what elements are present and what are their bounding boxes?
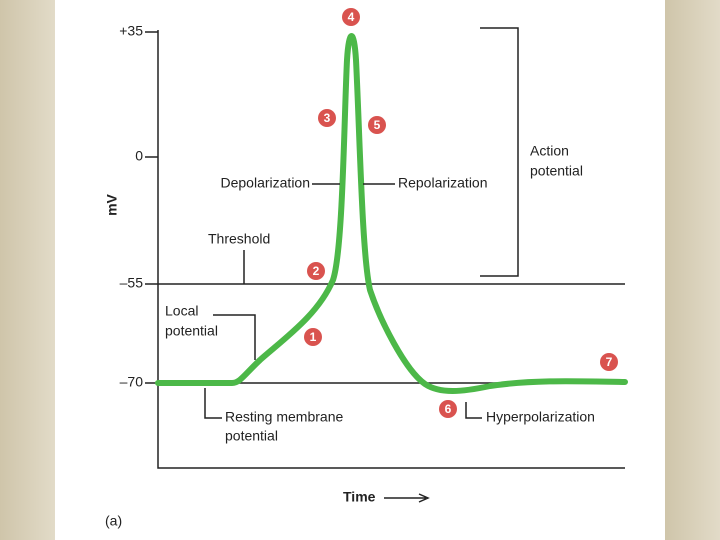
markers: 1 2 3 4 5 6 7 xyxy=(304,8,618,418)
leader-lines xyxy=(204,27,519,419)
content-panel xyxy=(55,0,665,540)
label: Local xyxy=(165,303,198,319)
caption: (a) xyxy=(105,513,122,529)
x-axis-label: Time xyxy=(343,489,376,505)
label: Hyperpolarization xyxy=(486,409,595,425)
y-axis-label: mV xyxy=(104,193,120,215)
label: Threshold xyxy=(208,231,270,247)
label: Repolarization xyxy=(398,175,488,191)
marker-number: 4 xyxy=(348,10,355,24)
marker-number: 2 xyxy=(313,264,320,278)
y-tick-label: 0 xyxy=(135,148,143,164)
y-tick-label: –55 xyxy=(120,275,144,291)
axes xyxy=(145,30,625,469)
label: potential xyxy=(530,163,583,179)
marker-number: 6 xyxy=(445,402,452,416)
label: Resting membrane xyxy=(225,409,343,425)
label: Action xyxy=(530,143,569,159)
marker xyxy=(600,353,618,371)
marker xyxy=(318,109,336,127)
marker-number: 5 xyxy=(374,118,381,132)
label: potential xyxy=(225,428,278,444)
marker xyxy=(304,328,322,346)
marker xyxy=(342,8,360,26)
y-tick-label: –70 xyxy=(120,374,144,390)
marker xyxy=(307,262,325,280)
side-panel xyxy=(665,0,720,540)
marker xyxy=(439,400,457,418)
side-panel xyxy=(0,0,55,540)
label: potential xyxy=(165,323,218,339)
marker-number: 7 xyxy=(606,355,613,369)
action-potential-curve xyxy=(155,33,628,394)
marker xyxy=(368,116,386,134)
y-tick-label: +35 xyxy=(119,23,143,39)
label: Depolarization xyxy=(221,175,311,191)
time-arrow xyxy=(384,493,430,503)
marker-number: 3 xyxy=(324,111,331,125)
marker-number: 1 xyxy=(310,330,317,344)
